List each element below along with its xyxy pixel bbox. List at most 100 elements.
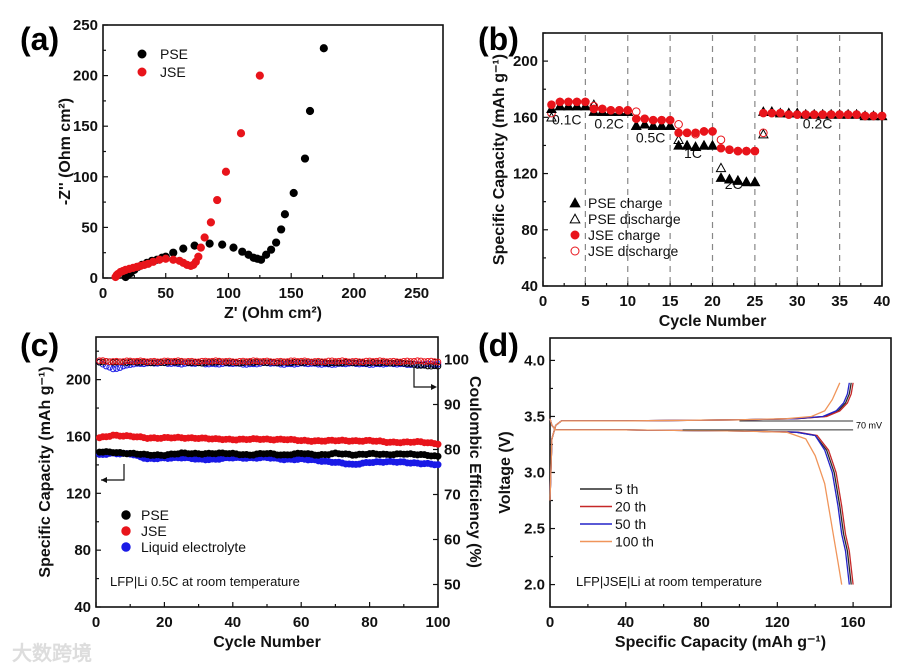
data-point	[232, 358, 240, 366]
x-axis-title: Cycle Number	[213, 634, 321, 651]
data-point	[421, 361, 428, 369]
data-point	[194, 252, 203, 261]
data-point	[236, 359, 243, 367]
data-point	[698, 139, 710, 150]
data-point	[301, 359, 308, 366]
data-point	[130, 358, 137, 365]
data-point	[280, 358, 288, 365]
y-tick-label: 150	[73, 118, 98, 135]
data-point	[434, 358, 442, 366]
series-20-th	[549, 382, 854, 585]
y-tick-label: 0	[90, 270, 98, 287]
series-jse-charge	[547, 97, 887, 156]
data-point	[169, 248, 178, 257]
data-point	[335, 359, 343, 367]
data-point	[547, 100, 556, 109]
data-point	[759, 128, 768, 138]
data-point	[213, 195, 222, 205]
data-point	[757, 128, 769, 139]
data-point	[126, 357, 134, 365]
data-point	[366, 359, 373, 367]
data-point	[106, 363, 113, 371]
data-point	[137, 357, 144, 365]
data-point	[630, 120, 642, 130]
legend-label: JSE	[141, 523, 167, 539]
discharge-curve	[549, 418, 852, 585]
data-point	[681, 139, 693, 150]
data-point	[219, 358, 226, 365]
data-point	[393, 358, 401, 365]
x-tick-label: 100	[216, 285, 241, 302]
data-point	[196, 243, 205, 252]
data-point	[123, 357, 131, 365]
data-point	[673, 139, 685, 150]
data-point	[113, 365, 120, 372]
data-point	[99, 357, 107, 364]
data-point	[369, 358, 377, 365]
panel-d-voltage-profile-plot: 0 40 80 120 160 2.0 2.5 3.0 3.5 4.0 Specific Capac…	[478, 327, 892, 651]
x-tick-label: 10	[619, 293, 636, 310]
data-point	[390, 359, 397, 367]
data-point	[784, 110, 794, 119]
left-axis-arrow	[101, 464, 125, 481]
data-point	[362, 357, 370, 365]
data-point	[144, 358, 151, 366]
y-axis-title: Voltage (V)	[497, 431, 514, 513]
data-point	[366, 357, 373, 365]
data-point	[767, 108, 777, 118]
x-tick-label: 50	[157, 285, 174, 302]
rate-label: 0.5C	[636, 130, 666, 146]
data-point	[161, 357, 168, 365]
data-point	[311, 358, 319, 365]
data-point	[740, 176, 752, 187]
x-tick-label: 40	[224, 614, 241, 631]
charge-curve	[549, 382, 841, 501]
data-point	[106, 358, 113, 366]
arrow-head	[101, 477, 107, 483]
data-point	[631, 114, 641, 124]
data-point	[243, 358, 250, 365]
data-point	[250, 359, 257, 366]
data-point	[157, 358, 165, 366]
panel-label: (a)	[20, 21, 59, 57]
data-point	[255, 71, 264, 80]
data-point	[639, 118, 651, 129]
x-tick-label: 20	[156, 614, 173, 631]
data-point	[319, 44, 328, 53]
legend-marker	[121, 542, 131, 552]
data-point	[174, 357, 182, 364]
y-tick-label: 2.5	[524, 521, 545, 538]
data-point	[665, 115, 675, 125]
data-point	[301, 357, 308, 365]
data-point	[205, 239, 214, 248]
data-point	[427, 357, 435, 365]
data-point	[732, 174, 744, 185]
y-tick-label: 80	[74, 542, 91, 559]
annotation: LFP|JSE|Li at room temperature	[576, 574, 762, 589]
data-point	[178, 357, 185, 365]
data-point	[725, 145, 734, 154]
data-point	[715, 172, 727, 182]
data-point	[352, 357, 360, 365]
x-tick-label: 25	[747, 293, 764, 310]
x-tick-label: 0	[99, 285, 107, 302]
y-tick-label: 250	[73, 17, 98, 34]
data-point	[376, 357, 384, 364]
y2-tick-label: 90	[444, 397, 461, 414]
data-point	[154, 358, 161, 366]
data-point	[648, 115, 658, 125]
data-point	[294, 358, 302, 365]
data-point	[349, 358, 356, 365]
legend-marker	[121, 510, 131, 520]
data-point	[424, 358, 432, 365]
data-point	[690, 141, 701, 151]
x-axis-title: Cycle Number	[659, 313, 767, 330]
legend-marker	[570, 230, 580, 240]
data-point	[359, 358, 367, 366]
data-point	[239, 357, 247, 365]
panel-b-rate-capability-plot: 0 5 10 15 20 25 30 35 40 40 80 120 160 200 Cycle Numbe…	[478, 21, 890, 330]
data-point	[410, 358, 418, 365]
series-100-th	[549, 382, 843, 585]
data-point	[342, 357, 349, 365]
data-point	[212, 357, 219, 364]
